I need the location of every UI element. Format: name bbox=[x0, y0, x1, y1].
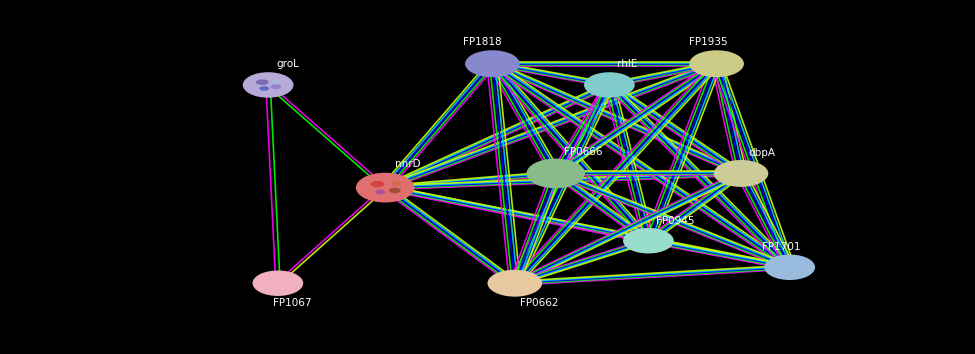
Ellipse shape bbox=[375, 190, 385, 194]
Ellipse shape bbox=[271, 84, 282, 89]
Ellipse shape bbox=[465, 50, 520, 77]
Text: FP0666: FP0666 bbox=[564, 147, 602, 157]
Ellipse shape bbox=[370, 181, 384, 187]
Ellipse shape bbox=[243, 72, 293, 98]
Text: dbpA: dbpA bbox=[749, 148, 776, 158]
Text: nnrD: nnrD bbox=[395, 159, 420, 169]
Ellipse shape bbox=[488, 270, 542, 297]
Ellipse shape bbox=[526, 159, 585, 188]
Ellipse shape bbox=[259, 86, 269, 91]
Ellipse shape bbox=[253, 270, 303, 296]
Text: FP1067: FP1067 bbox=[273, 298, 311, 308]
Text: FP1818: FP1818 bbox=[463, 38, 502, 47]
Ellipse shape bbox=[392, 181, 402, 185]
Ellipse shape bbox=[623, 228, 674, 253]
Ellipse shape bbox=[356, 173, 414, 202]
Ellipse shape bbox=[255, 79, 269, 85]
Text: groL: groL bbox=[276, 59, 298, 69]
Ellipse shape bbox=[584, 72, 635, 98]
Text: FP0662: FP0662 bbox=[520, 298, 558, 308]
Ellipse shape bbox=[714, 160, 768, 187]
Ellipse shape bbox=[389, 188, 401, 193]
Ellipse shape bbox=[764, 255, 815, 280]
Ellipse shape bbox=[271, 79, 281, 84]
Text: FP1701: FP1701 bbox=[762, 242, 800, 252]
Text: rhlE: rhlE bbox=[617, 59, 638, 69]
Text: FP1935: FP1935 bbox=[689, 38, 728, 47]
Ellipse shape bbox=[689, 50, 744, 77]
Text: FP0945: FP0945 bbox=[656, 216, 694, 226]
